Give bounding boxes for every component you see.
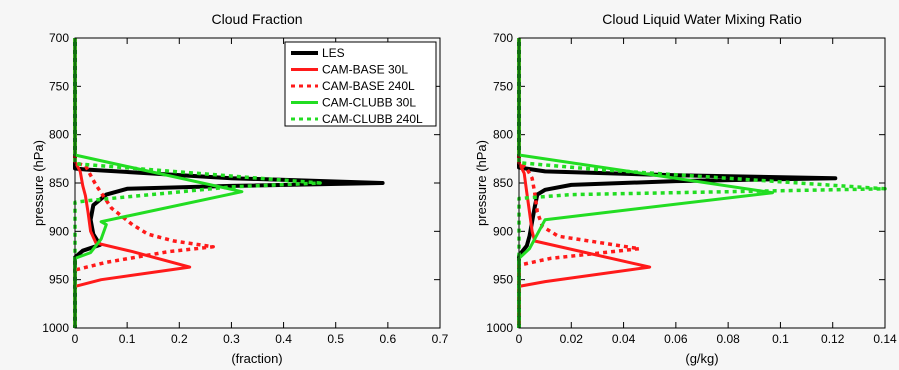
- legend-label: CAM-CLUBB 30L: [322, 96, 416, 110]
- legend-label: CAM-CLUBB 240L: [322, 112, 423, 126]
- y-tick-label: 800: [493, 128, 513, 142]
- x-tick-label: 0.1: [772, 332, 789, 346]
- chart-title: Cloud Fraction: [211, 11, 302, 27]
- y-tick-label: 850: [493, 176, 513, 190]
- y-tick-label: 700: [493, 31, 513, 45]
- y-tick-label: 1000: [486, 321, 513, 335]
- series-line-cam-clubb-30l: [517, 38, 775, 328]
- x-tick-label: 0.4: [275, 332, 292, 346]
- x-tick-label: 0.6: [380, 332, 397, 346]
- x-tick-label: 0.08: [716, 332, 740, 346]
- x-tick-label: 0: [516, 332, 523, 346]
- cloud-fraction-panel: Cloud Fraction pressure (hPa) (fraction)…: [31, 11, 449, 366]
- x-axis-label: (g/kg): [685, 351, 718, 366]
- legend-entries: LES CAM-BASE 30L CAM-BASE 240L CAM-CLUBB 30…: [291, 46, 423, 126]
- x-axis-label: (fraction): [231, 351, 282, 366]
- chart-title: Cloud Liquid Water Mixing Ratio: [602, 11, 802, 27]
- y-axis-label: pressure (hPa): [31, 140, 46, 226]
- x-ticks: 0 0.02 0.04 0.06 0.08 0.1 0.12 0.14: [516, 38, 897, 346]
- y-tick-label: 950: [49, 273, 69, 287]
- plot-frame: [518, 37, 886, 329]
- x-tick-label: 0.04: [612, 332, 636, 346]
- y-tick-label: 900: [49, 224, 69, 238]
- cloud-liquid-water-panel: Cloud Liquid Water Mixing Ratio pressure…: [474, 11, 897, 366]
- y-tick-label: 800: [49, 128, 69, 142]
- x-tick-label: 0.5: [327, 332, 344, 346]
- y-tick-label: 850: [49, 176, 69, 190]
- y-ticks: 700 750 800 850 900 950 1000: [42, 31, 440, 335]
- series-line-les: [73, 38, 385, 328]
- legend-label: CAM-BASE 240L: [322, 79, 415, 93]
- series-line-cam-clubb-30l: [73, 38, 244, 328]
- series-line-cam-base-240l: [73, 38, 215, 328]
- x-ticks: 0 0.1 0.2 0.3 0.4 0.5 0.6 0.7: [72, 38, 449, 346]
- y-tick-label: 950: [493, 273, 513, 287]
- x-tick-label: 0.7: [432, 332, 449, 346]
- x-tick-label: 0.02: [560, 332, 584, 346]
- series-line-cam-base-240l: [517, 38, 642, 328]
- x-tick-label: 0.06: [664, 332, 688, 346]
- legend-label: LES: [322, 46, 345, 60]
- x-tick-label: 0: [72, 332, 79, 346]
- series-layer: [517, 38, 887, 328]
- x-tick-label: 0.14: [873, 332, 897, 346]
- x-tick-label: 0.2: [171, 332, 188, 346]
- y-axis-label: pressure (hPa): [474, 140, 489, 226]
- y-ticks: 700 750 800 850 900 950 1000: [486, 31, 885, 335]
- x-tick-label: 0.12: [821, 332, 845, 346]
- y-tick-label: 1000: [42, 321, 69, 335]
- y-tick-label: 700: [49, 31, 69, 45]
- legend-label: CAM-BASE 30L: [322, 63, 408, 77]
- plot-frame: [74, 37, 441, 329]
- series-line-cam-base-30l: [517, 38, 652, 328]
- y-tick-label: 750: [493, 79, 513, 93]
- x-tick-label: 0.1: [119, 332, 136, 346]
- y-tick-label: 750: [49, 79, 69, 93]
- y-tick-label: 900: [493, 224, 513, 238]
- series-line-les: [517, 38, 838, 328]
- legend: LES CAM-BASE 30L CAM-BASE 240L CAM-CLUBB 30…: [284, 41, 437, 127]
- legend-box: [284, 41, 437, 127]
- series-line-cam-base-30l: [73, 38, 192, 328]
- x-tick-label: 0.3: [223, 332, 240, 346]
